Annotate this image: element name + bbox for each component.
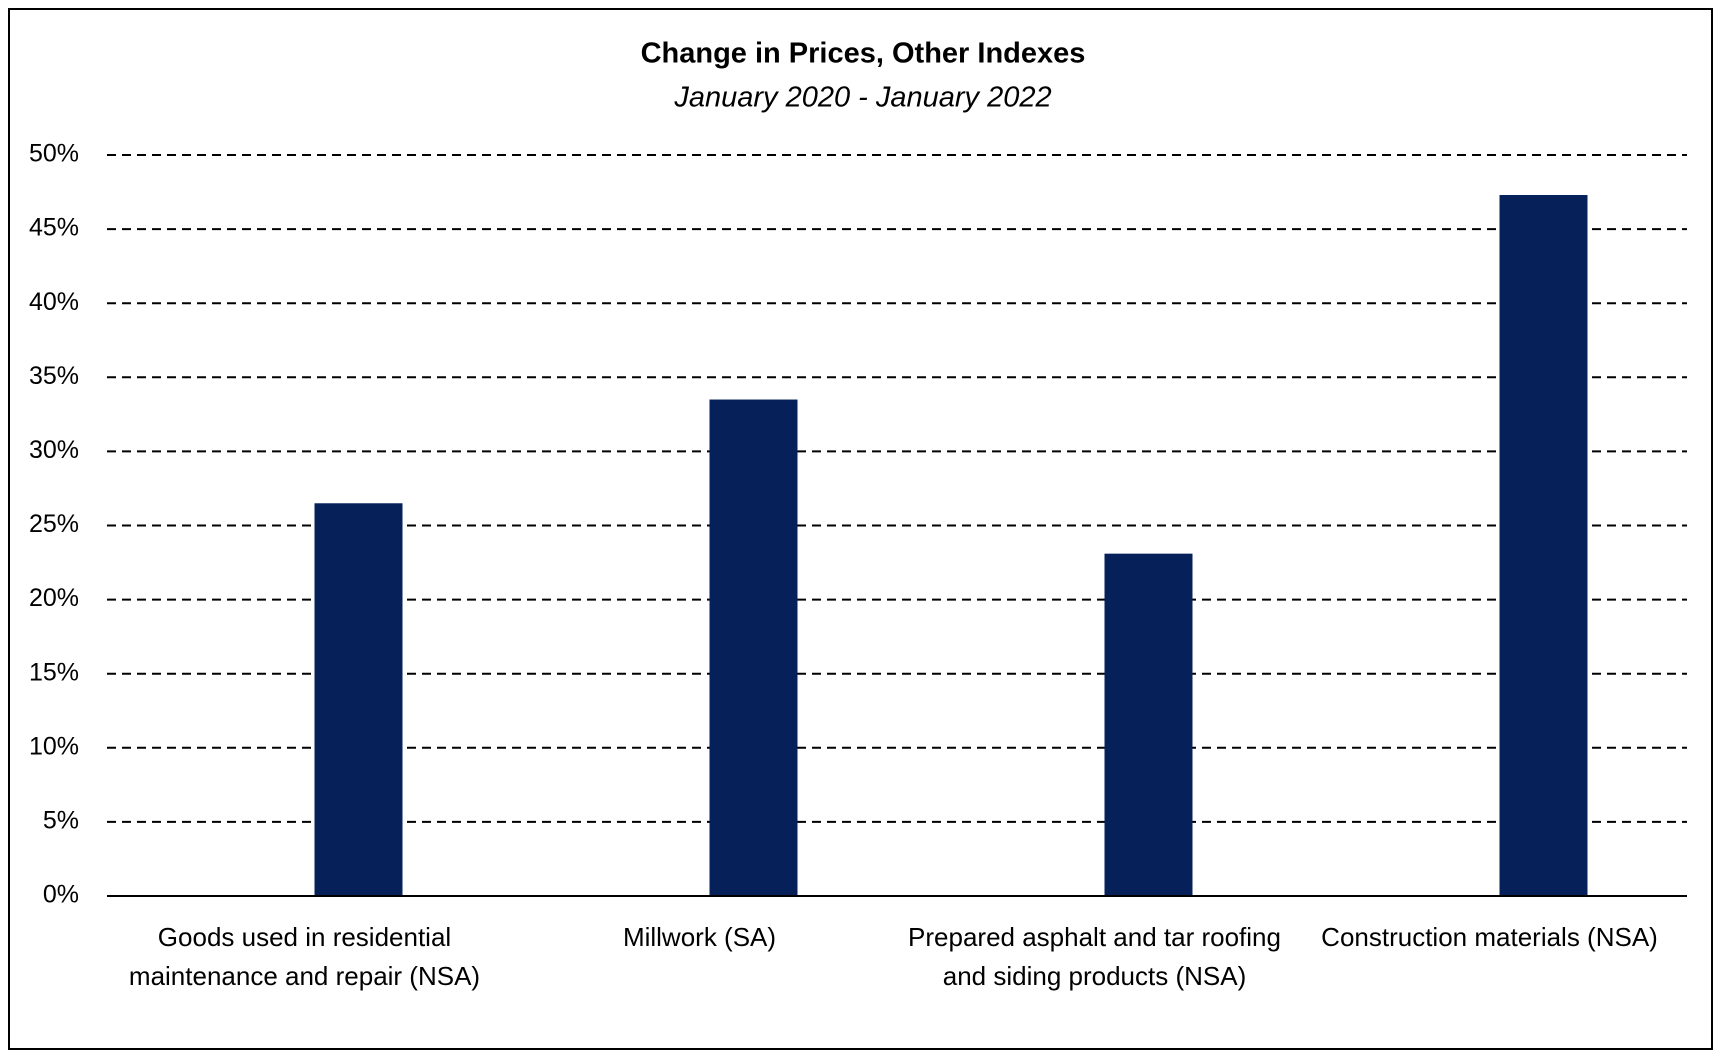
bar xyxy=(1499,195,1588,896)
y-tick-label: 50% xyxy=(29,140,79,168)
bar xyxy=(709,399,798,896)
y-tick-label: 30% xyxy=(29,436,79,464)
y-tick-label: 15% xyxy=(29,658,79,686)
y-tick-label: 20% xyxy=(29,584,79,612)
chart-title: Change in Prices, Other Indexes xyxy=(641,38,1086,70)
y-tick-label: 0% xyxy=(43,881,79,909)
bar xyxy=(1104,553,1193,896)
x-tick-label: Goods used in residential maintenance an… xyxy=(128,922,481,991)
x-tick-label: Millwork (SA) xyxy=(622,922,777,952)
chart-subtitle: January 2020 - January 2022 xyxy=(673,82,1051,114)
x-tick-label: Prepared asphalt and tar roofing and sid… xyxy=(908,922,1281,991)
y-tick-label: 25% xyxy=(29,510,79,538)
y-tick-label: 45% xyxy=(29,214,79,242)
y-tick-label: 5% xyxy=(43,807,79,835)
y-tick-label: 10% xyxy=(29,732,79,760)
y-tick-label: 35% xyxy=(29,362,79,390)
y-tick-label: 40% xyxy=(29,288,79,316)
chart-border xyxy=(8,8,1713,1050)
bar xyxy=(314,503,403,896)
x-tick-label: Construction materials (NSA) xyxy=(1321,922,1658,952)
